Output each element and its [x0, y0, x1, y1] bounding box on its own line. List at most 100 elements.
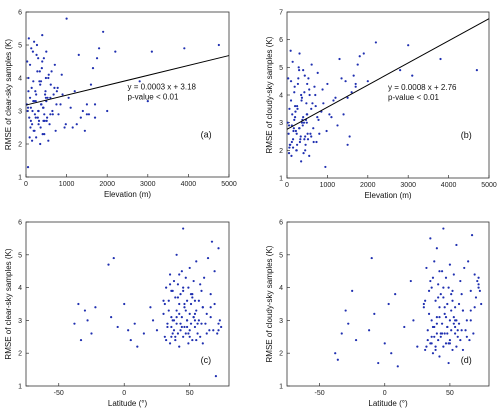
data-point: [390, 352, 393, 355]
data-point: [166, 325, 169, 329]
plot-frame: [25, 221, 230, 387]
data-point: [293, 104, 297, 108]
data-point: [174, 296, 177, 299]
data-point: [208, 329, 211, 332]
data-point: [175, 253, 178, 256]
data-point: [53, 86, 56, 89]
data-point: [434, 299, 437, 302]
data-point: [39, 83, 42, 86]
data-point: [474, 296, 478, 299]
y-tick-label: 4: [18, 285, 22, 292]
data-point: [213, 270, 216, 273]
data-point: [439, 335, 442, 338]
data-point: [43, 113, 46, 116]
data-point: [346, 96, 349, 99]
data-point: [32, 80, 35, 83]
panel-label: (d): [461, 355, 472, 365]
data-point: [295, 132, 298, 135]
data-point: [192, 316, 195, 319]
data-point: [214, 375, 218, 378]
plot-frame: [25, 11, 230, 178]
data-point: [435, 332, 438, 335]
data-point: [35, 43, 39, 47]
data-point: [310, 107, 313, 110]
data-point: [206, 256, 210, 260]
data-point: [286, 121, 289, 124]
y-tick-label: 1: [18, 175, 22, 182]
y-axis-label: RMSE of cloudy-sky samples (K): [265, 36, 274, 153]
data-point: [293, 91, 296, 94]
data-point: [377, 361, 380, 365]
data-point: [163, 302, 166, 306]
data-point: [36, 70, 39, 73]
data-point: [171, 319, 174, 322]
data-point: [434, 345, 437, 348]
data-point: [133, 322, 136, 325]
data-point: [199, 283, 202, 286]
data-point: [298, 52, 301, 55]
data-point: [469, 319, 472, 322]
regression-annotation: p-value < 0.01: [388, 93, 439, 102]
data-point: [48, 123, 51, 126]
data-point: [442, 227, 445, 230]
panel-label: (a): [201, 129, 212, 139]
panel-b: 0 1000 2000 3000 4000 5000 1 2 3 4 5 6 7 Elevation (m…: [265, 10, 497, 201]
data-point: [450, 293, 453, 296]
data-point: [477, 276, 480, 279]
data-point: [422, 306, 425, 309]
data-point: [290, 154, 293, 157]
x-tick-label: 0: [24, 181, 28, 188]
data-point: [44, 90, 47, 93]
data-point: [443, 332, 446, 335]
data-point: [300, 99, 303, 102]
data-point: [444, 342, 448, 345]
data-point: [28, 116, 31, 119]
data-point: [439, 293, 442, 296]
data-point: [311, 102, 314, 105]
data-point: [438, 270, 441, 273]
data-point: [217, 322, 220, 325]
data-point: [182, 289, 185, 292]
y-tick-label: 5: [18, 43, 22, 50]
data-point: [452, 316, 455, 319]
data-point: [155, 329, 159, 332]
data-point: [299, 135, 302, 138]
data-point: [461, 309, 465, 312]
data-point: [28, 63, 32, 66]
data-point: [293, 116, 297, 119]
y-tick-label: 5: [279, 252, 283, 259]
data-point: [187, 342, 190, 345]
data-point: [203, 276, 206, 279]
data-point: [347, 322, 350, 325]
data-point: [193, 312, 197, 315]
data-point: [37, 119, 41, 122]
data-point: [446, 332, 449, 335]
data-point: [168, 273, 172, 276]
data-point: [291, 138, 295, 141]
data-point: [288, 107, 291, 110]
data-point: [176, 332, 180, 335]
data-point: [56, 86, 59, 89]
data-point: [313, 85, 316, 88]
x-tick-label: 5000: [481, 182, 497, 189]
data-point: [304, 149, 307, 152]
data-point: [324, 165, 327, 169]
data-point: [129, 338, 132, 342]
data-point: [473, 306, 476, 309]
data-point: [298, 140, 302, 144]
data-point: [197, 299, 200, 302]
data-point: [312, 140, 315, 144]
data-point: [29, 126, 32, 129]
data-point: [83, 309, 87, 312]
data-point: [351, 289, 354, 292]
data-point: [178, 302, 181, 306]
data-point: [188, 266, 191, 270]
y-axis-label: RMSE of clear-sky samples (K): [4, 39, 13, 150]
data-point: [426, 329, 429, 332]
data-point: [301, 124, 304, 127]
data-point: [430, 342, 433, 345]
data-point: [180, 325, 183, 329]
plot-frame: [286, 221, 490, 387]
data-point: [142, 332, 145, 335]
data-point: [454, 319, 457, 322]
